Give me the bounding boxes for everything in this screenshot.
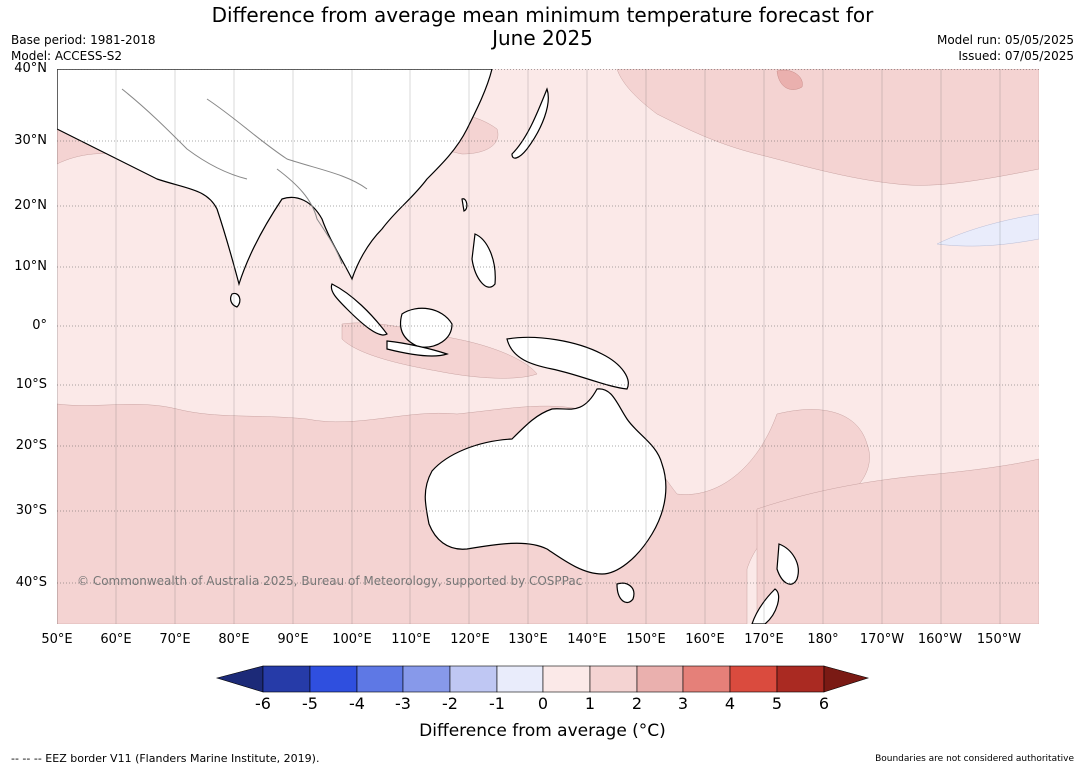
lat-label-40n: 40°N bbox=[14, 61, 47, 76]
title-line-1: Difference from average mean minimum tem… bbox=[211, 3, 874, 27]
colorbar-arrow-low bbox=[215, 665, 264, 693]
base-period: Base period: 1981-2018 bbox=[11, 33, 156, 47]
lon-label-70e: 70°E bbox=[159, 632, 191, 647]
anomaly-map bbox=[57, 69, 1039, 624]
cb-tick-minus4: -4 bbox=[349, 694, 365, 713]
boundary-disclaimer: Boundaries are not considered authoritat… bbox=[875, 754, 1074, 764]
lon-label-140e: 140°E bbox=[567, 632, 607, 647]
lat-label-20s: 20°S bbox=[15, 438, 47, 453]
cb-tick-4: 4 bbox=[724, 694, 736, 713]
model-run: Model run: 05/05/2025 bbox=[936, 33, 1074, 47]
cb-tick-6: 6 bbox=[818, 694, 830, 713]
lon-label-100e: 100°E bbox=[332, 632, 372, 647]
lon-label-160e: 160°E bbox=[685, 632, 725, 647]
model-name: Model: ACCESS-S2 bbox=[11, 49, 123, 63]
lon-label-130e: 130°E bbox=[508, 632, 548, 647]
lon-label-150e: 150°E bbox=[626, 632, 666, 647]
cb-tick-3: 3 bbox=[677, 694, 689, 713]
cb-tick-minus1: -1 bbox=[489, 694, 505, 713]
lon-label-50e: 50°E bbox=[41, 632, 73, 647]
lon-gridlines bbox=[57, 69, 1001, 624]
lat-label-10n: 10°N bbox=[14, 259, 47, 274]
country-borders bbox=[121, 88, 368, 265]
meta-left: Base period: 1981-2018 Model: ACCESS-S2 bbox=[11, 32, 156, 64]
cb-tick-minus3: -3 bbox=[395, 694, 411, 713]
lat-label-0: 0° bbox=[32, 318, 47, 333]
cb-tick-1: 1 bbox=[584, 694, 596, 713]
colorbar bbox=[215, 665, 870, 693]
lat-label-40s: 40°S bbox=[15, 575, 47, 590]
lon-label-60e: 60°E bbox=[100, 632, 132, 647]
cb-tick-5: 5 bbox=[771, 694, 783, 713]
lon-label-80e: 80°E bbox=[218, 632, 250, 647]
cb-tick-minus6: -6 bbox=[255, 694, 271, 713]
lon-label-120e: 120°E bbox=[450, 632, 490, 647]
lat-label-20n: 20°N bbox=[14, 198, 47, 213]
lon-label-180: 180° bbox=[807, 632, 839, 647]
land-masses bbox=[57, 69, 799, 624]
copyright-notice: © Commonwealth of Australia 2025, Bureau… bbox=[77, 574, 583, 588]
lon-label-160w: 160°W bbox=[917, 632, 963, 647]
lat-label-30s: 30°S bbox=[15, 503, 47, 518]
colorbar-bins bbox=[262, 665, 825, 693]
lon-label-150w: 150°W bbox=[976, 632, 1022, 647]
meta-right: Model run: 05/05/2025 Issued: 07/05/2025 bbox=[937, 32, 1074, 64]
lon-label-90e: 90°E bbox=[277, 632, 309, 647]
cb-tick-minus5: -5 bbox=[302, 694, 318, 713]
cb-tick-2: 2 bbox=[631, 694, 643, 713]
lat-label-30n: 30°N bbox=[14, 133, 47, 148]
colorbar-arrow-high bbox=[823, 665, 870, 693]
lon-label-170e: 170°E bbox=[744, 632, 784, 647]
lon-label-170w: 170°W bbox=[859, 632, 905, 647]
cb-tick-0: 0 bbox=[537, 694, 549, 713]
title-line-2: June 2025 bbox=[492, 26, 593, 50]
chart-title: Difference from average mean minimum tem… bbox=[0, 4, 1085, 50]
eez-legend: -- -- -- EEZ border V11 (Flanders Marine… bbox=[11, 752, 320, 765]
colorbar-label: Difference from average (°C) bbox=[419, 721, 666, 741]
cb-tick-minus2: -2 bbox=[442, 694, 458, 713]
lat-label-10s: 10°S bbox=[15, 377, 47, 392]
lon-label-110e: 110°E bbox=[391, 632, 431, 647]
issued-date: Issued: 07/05/2025 bbox=[958, 49, 1074, 63]
